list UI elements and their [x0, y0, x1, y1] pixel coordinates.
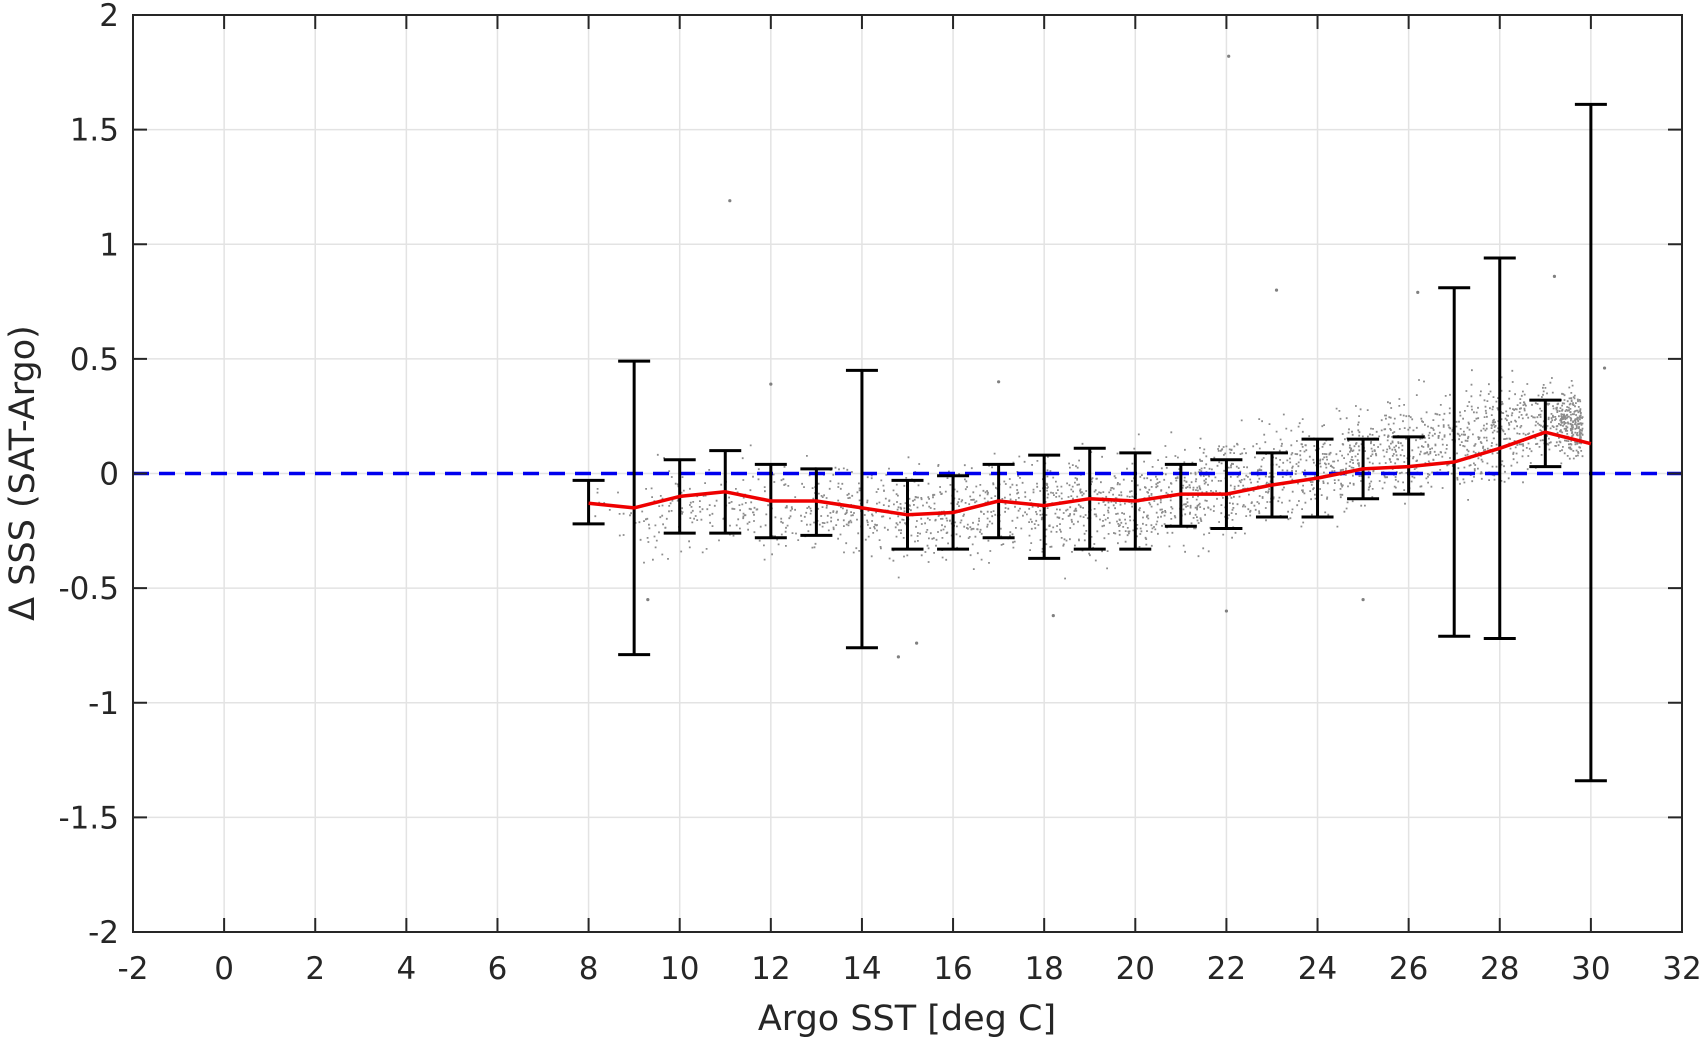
y-tick-label: 1 — [99, 227, 119, 263]
x-axis-ticks: -2 0 2 4 6 8 10 12 14 16 18 20 22 24 26 28 30 32 — [118, 15, 1702, 987]
x-tick-label: 32 — [1662, 951, 1701, 987]
scatter-point — [728, 199, 732, 203]
scatter-point — [1361, 597, 1365, 602]
scatter-point — [1274, 288, 1279, 292]
x-tick-label: 12 — [751, 951, 790, 987]
x-tick-label: 6 — [488, 951, 508, 987]
x-tick-label: 30 — [1571, 951, 1610, 987]
scatter-point — [769, 382, 773, 386]
x-tick-label: 24 — [1298, 951, 1337, 987]
scatter-point — [1552, 274, 1557, 278]
scatter-point — [1224, 609, 1229, 613]
y-tick-label: 2 — [99, 0, 119, 34]
x-tick-label: 26 — [1389, 951, 1428, 987]
x-tick-label: 22 — [1207, 951, 1246, 987]
x-tick-label: 18 — [1024, 951, 1063, 987]
scatter-point — [997, 380, 1001, 384]
x-axis-title: Argo SST [deg C] — [758, 999, 1056, 1039]
error-bar — [572, 478, 605, 526]
x-tick-label: 8 — [579, 951, 599, 987]
x-tick-label: 14 — [842, 951, 881, 987]
y-axis-ticks: 2 1.5 1 0.5 0 -0.5 -1 -1.5 -2 — [59, 0, 1682, 951]
scatter-point — [1602, 366, 1607, 370]
x-tick-label: 2 — [305, 951, 325, 987]
x-tick-label: 16 — [933, 951, 972, 987]
y-tick-label: 0 — [99, 457, 119, 493]
x-tick-label: 28 — [1480, 951, 1519, 987]
x-tick-label: -2 — [118, 951, 149, 987]
x-tick-label: 4 — [396, 951, 416, 987]
y-tick-label: 1.5 — [70, 113, 119, 149]
x-tick-label: 10 — [660, 951, 699, 987]
mean-line — [588, 430, 1592, 517]
y-tick-label: 0.5 — [70, 342, 119, 378]
scatter-point — [646, 597, 650, 602]
scatter-point — [915, 641, 919, 645]
scatter-point — [896, 655, 900, 659]
scatter-point — [1051, 614, 1055, 618]
scatter-point — [1416, 290, 1420, 294]
y-tick-label: -1.5 — [59, 800, 120, 836]
mean-line-path — [588, 430, 1592, 517]
scatter-point — [1227, 54, 1231, 58]
y-tick-label: -2 — [88, 915, 119, 951]
y-tick-label: -1 — [88, 686, 119, 722]
x-tick-label: 0 — [214, 951, 234, 987]
x-tick-label: 20 — [1116, 951, 1155, 987]
y-axis-title: Δ SSS (SAT-Argo) — [3, 325, 43, 621]
y-tick-label: -0.5 — [59, 571, 120, 607]
